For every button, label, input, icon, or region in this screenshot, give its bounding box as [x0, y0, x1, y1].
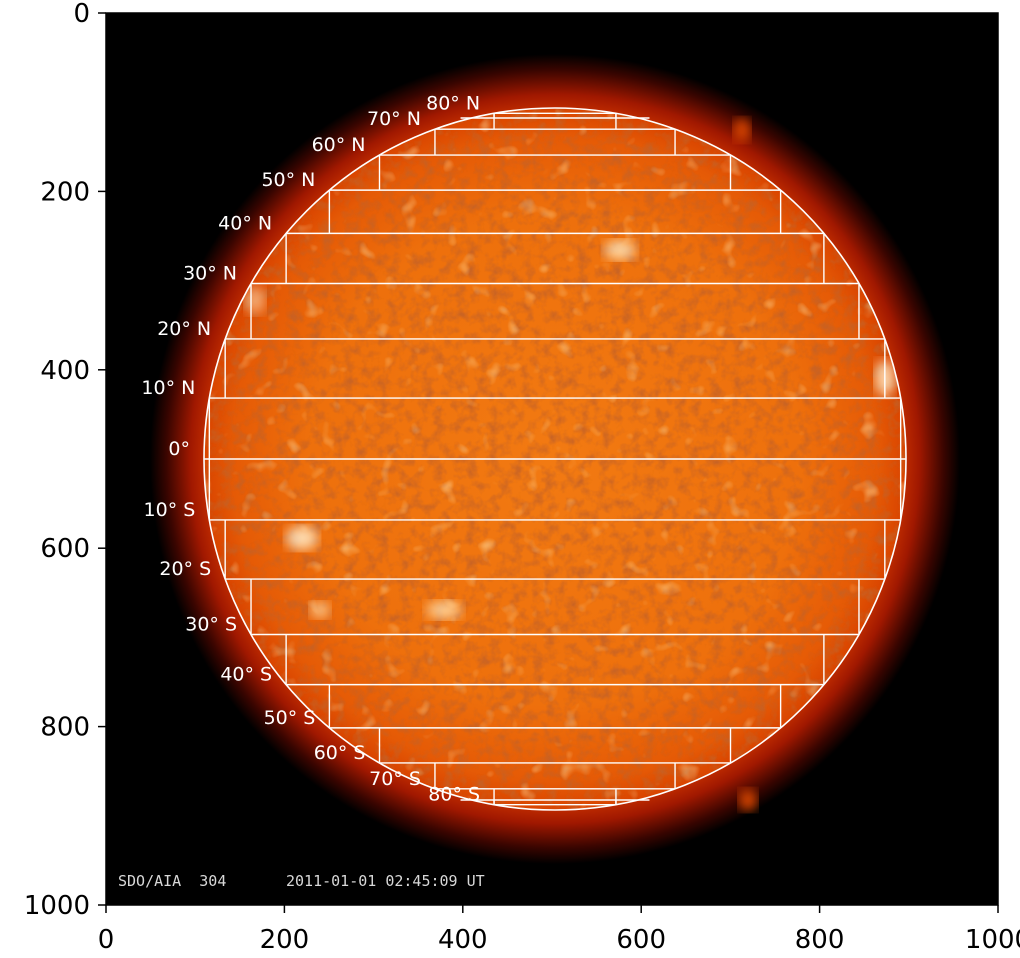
solar-image: 80° N70° N60° N 50° N 40° N 30° N 20° N 10° N…: [106, 13, 998, 905]
y-tick-label: 800: [40, 713, 90, 743]
latitude-label: 60° N: [312, 134, 366, 156]
latitude-label: 40° S: [220, 664, 272, 686]
latitude-label: 0°: [168, 438, 190, 460]
latitude-label: 20° S: [159, 558, 211, 580]
x-tick-label: 600: [616, 925, 666, 955]
axes-frame: [105, 12, 999, 906]
x-tick-label: 1000: [965, 925, 1020, 955]
x-tick-label: 800: [795, 925, 845, 955]
y-tick-label: 600: [40, 534, 90, 564]
latitude-label: 30° S: [185, 614, 237, 636]
latitude-label: 40° N: [218, 212, 272, 234]
x-tick-label: 200: [260, 925, 310, 955]
timestamp-label: 2011-01-01 02:45:09 UT: [286, 872, 485, 890]
instrument-label: SDO/AIA 304: [118, 872, 226, 890]
latitude-label: 80° S: [428, 784, 480, 806]
latitude-label: 70° N: [367, 108, 421, 130]
latitude-label: 50° N: [261, 169, 315, 191]
latitude-label: 20° N: [157, 318, 211, 340]
y-tick-label: 400: [40, 356, 90, 386]
latitude-label: 60° S: [314, 742, 366, 764]
x-tick-label: 400: [438, 925, 488, 955]
y-tick-label: 0: [73, 0, 90, 29]
latitude-label: 50° S: [264, 707, 316, 729]
latitude-label: 10° S: [144, 499, 196, 521]
latitude-label: 80° N: [426, 92, 480, 114]
limb-circle: [203, 107, 907, 811]
x-axis: 0 200 400 600 800 1000: [98, 905, 1020, 955]
latitude-grid: [204, 112, 906, 806]
y-tick-label: 1000: [24, 891, 90, 921]
latitude-label: 10° N: [141, 377, 195, 399]
latitude-label: 30° N: [183, 263, 237, 285]
latitude-labels: 80° N70° N60° N 50° N 40° N 30° N 20° N 10° N…: [141, 92, 480, 805]
latitude-label: 70° S: [369, 768, 421, 790]
y-axis: 0 200 400 600 800 1000: [24, 0, 106, 921]
y-tick-label: 200: [40, 177, 90, 207]
x-tick-label: 0: [98, 925, 115, 955]
